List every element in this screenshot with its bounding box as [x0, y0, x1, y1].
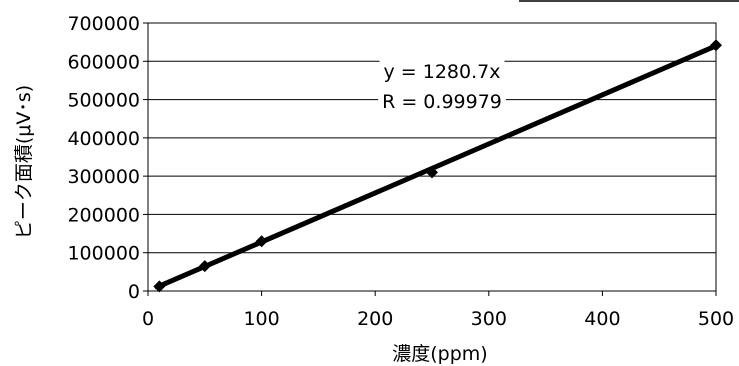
gridlines: [148, 22, 716, 254]
x-tick-label: 400: [584, 308, 620, 330]
r-value-label: R = 0.99979: [382, 91, 502, 113]
x-tick-label: 0: [142, 308, 154, 330]
data-point-diamond: [426, 166, 438, 179]
x-tick-label: 100: [243, 308, 279, 330]
x-tick-label: 200: [357, 308, 393, 330]
trendline: [154, 43, 719, 290]
y-tick-label: 0: [128, 281, 140, 303]
y-axis-title: ピーク面積(μV･s): [13, 85, 35, 239]
y-tick-label: 200000: [67, 204, 140, 226]
y-tick-label: 400000: [67, 128, 140, 150]
data-point-diamond: [710, 39, 722, 52]
data-points: [153, 39, 722, 293]
data-point-diamond: [198, 260, 211, 273]
y-tick-label: 700000: [67, 13, 140, 35]
equation-label: y = 1280.7x: [384, 61, 501, 83]
plot-area: [147, 22, 717, 292]
y-axis-ticks: 0 100000 200000 300000 400000 500000 600000 700…: [67, 13, 148, 303]
y-tick-label: 600000: [67, 51, 140, 73]
x-tick-label: 300: [471, 308, 507, 330]
y-tick-label: 500000: [67, 90, 140, 112]
x-axis-ticks: 0 100 200 300 400 500: [142, 291, 734, 330]
annotation-background: [378, 90, 506, 114]
y-tick-label: 300000: [67, 166, 140, 188]
x-axis-title: 濃度(ppm): [392, 343, 487, 365]
x-tick-label: 500: [698, 308, 734, 330]
trendline-group: [154, 43, 719, 290]
y-tick-label: 100000: [67, 243, 140, 265]
data-point-diamond: [255, 235, 268, 248]
data-point-diamond: [153, 280, 166, 293]
annotation-background: [379, 60, 505, 84]
